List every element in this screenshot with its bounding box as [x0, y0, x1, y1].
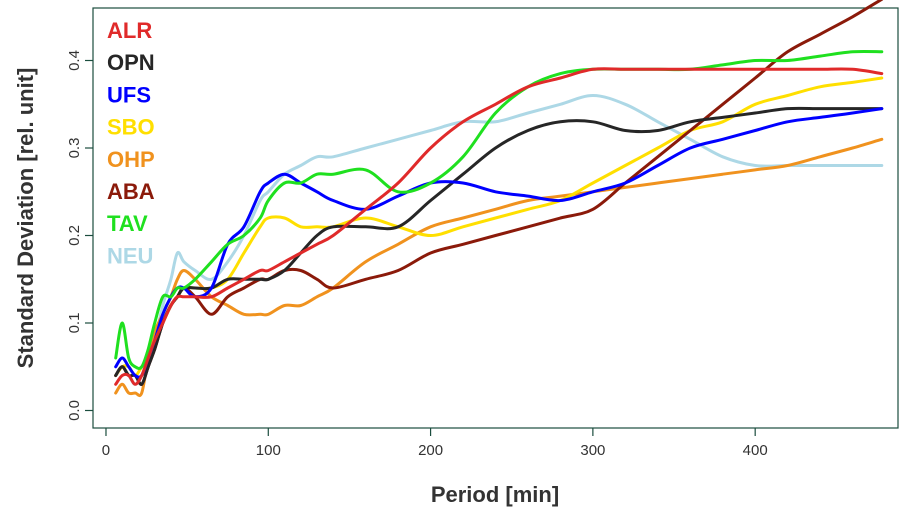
legend-entry-aba: ABA	[107, 179, 155, 204]
legend-entry-ohp: OHP	[107, 147, 155, 172]
y-axis: 0.0 0.1 0.2 0.3 0.4	[66, 50, 93, 421]
y-tick-label: 0.2	[66, 225, 83, 246]
plot-frame	[92, 7, 899, 429]
y-tick-label: 0.1	[66, 313, 83, 334]
legend-entry-neu: NEU	[107, 243, 153, 268]
legend-entry-opn: OPN	[107, 50, 155, 75]
y-axis-label: Standard Deviation [rel. unit]	[13, 68, 38, 369]
legend-entry-tav: TAV	[107, 211, 148, 236]
x-tick-label: 200	[418, 442, 443, 459]
series-line-ohp	[114, 137, 884, 398]
x-axis-label: Period [min]	[431, 482, 559, 507]
series-line-alr	[114, 67, 884, 386]
y-tick-label: 0.3	[66, 138, 83, 159]
series-group	[114, 0, 884, 398]
y-tick-label: 0.4	[66, 50, 83, 71]
x-tick-label: 300	[580, 442, 605, 459]
x-axis: 0 100 200 300 400	[102, 428, 768, 459]
legend-entry-ufs: UFS	[107, 82, 151, 107]
x-tick-label: 100	[256, 442, 281, 459]
x-tick-label: 400	[743, 442, 768, 459]
series-line-opn	[114, 106, 884, 386]
legend-entry-alr: ALR	[107, 18, 152, 43]
y-tick-label: 0.0	[66, 400, 83, 421]
legend: ALR OPN UFS SBO OHP ABA TAV NEU	[107, 18, 155, 268]
legend-entry-sbo: SBO	[107, 115, 155, 140]
x-tick-label: 0	[102, 442, 110, 459]
